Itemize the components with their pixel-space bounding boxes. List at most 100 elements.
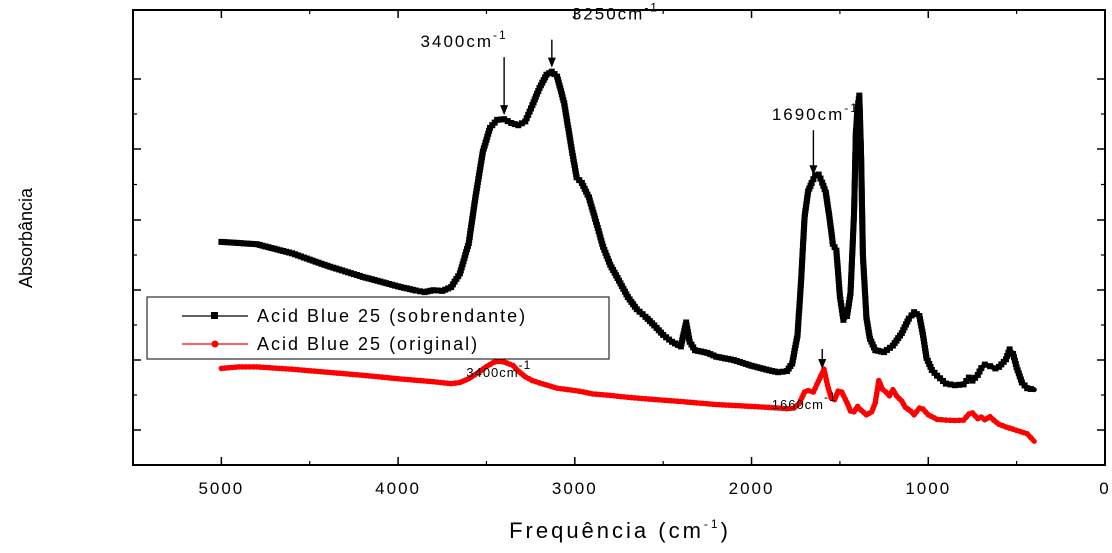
series-marker [789, 360, 796, 367]
series-marker [844, 313, 850, 319]
series-marker [1027, 386, 1034, 392]
series-marker [1014, 367, 1021, 374]
series-marker [504, 118, 511, 125]
series-marker [861, 277, 868, 284]
series-marker [793, 338, 800, 345]
x-tick-label: 5000 [198, 479, 244, 498]
series-marker [857, 132, 864, 139]
series-marker [798, 275, 805, 282]
series-marker [858, 178, 865, 185]
series-marker [490, 359, 497, 366]
series-marker [593, 218, 599, 225]
series-marker [860, 267, 867, 274]
series-marker [775, 405, 781, 411]
series-marker [859, 221, 866, 228]
series-marker [801, 220, 808, 227]
series-markers [218, 68, 1034, 441]
series-marker [857, 116, 864, 123]
series-marker [564, 122, 571, 128]
series-marker [528, 105, 534, 112]
series-marker [1005, 349, 1012, 356]
series-marker [799, 257, 806, 264]
series-marker [947, 417, 954, 424]
series-marker [477, 163, 484, 170]
series-marker [803, 198, 810, 204]
series-marker [859, 209, 866, 215]
x-axis-label: Frequência (cm-1) [509, 517, 731, 543]
series-marker [918, 325, 925, 332]
series-marker [858, 159, 865, 166]
series-marker [860, 261, 867, 268]
series-marker [861, 286, 868, 293]
series-marker [951, 382, 958, 389]
series-marker [856, 110, 863, 117]
series-marker [862, 305, 869, 312]
series-marker [862, 295, 869, 302]
series-marker [796, 307, 803, 314]
series-marker [851, 179, 858, 186]
series-marker [846, 300, 852, 306]
series-marker [566, 131, 573, 138]
series-marker [683, 319, 690, 326]
series-marker [845, 306, 851, 313]
series-marker [795, 313, 802, 320]
series-marker [799, 254, 806, 261]
series-marker [859, 218, 866, 225]
series-marker [796, 300, 803, 307]
series-marker [916, 313, 923, 319]
series-marker [852, 139, 859, 146]
series-marker [563, 115, 570, 122]
series-marker [851, 170, 858, 177]
series-marker [779, 405, 786, 412]
series-marker [943, 417, 949, 423]
x-tick-label: 2000 [729, 479, 775, 498]
series-marker [858, 162, 865, 169]
series-marker [463, 249, 470, 256]
series-marker [791, 351, 797, 358]
series-marker [987, 413, 993, 420]
series-marker [597, 234, 604, 241]
series-marker [938, 416, 945, 423]
series-marker [852, 152, 859, 159]
series-marker [515, 122, 522, 129]
series-marker [1024, 385, 1031, 392]
series-marker [952, 417, 958, 424]
series-marker [858, 184, 865, 191]
series-marker [852, 142, 859, 149]
series-marker [598, 237, 605, 244]
series-marker [460, 258, 467, 265]
series-marker [476, 166, 483, 173]
series-marker [563, 112, 570, 119]
series-marker [942, 380, 949, 387]
series-marker [795, 310, 802, 317]
series-marker [511, 121, 518, 128]
series-marker [956, 417, 962, 424]
series-marker [847, 290, 854, 297]
series-marker [798, 278, 804, 285]
series-marker [1016, 373, 1023, 380]
series-marker [859, 252, 866, 259]
series-marker [848, 274, 855, 281]
series-marker [857, 126, 864, 132]
annotation-arrow-head [809, 165, 818, 176]
series-marker [852, 155, 859, 162]
series-marker [800, 232, 807, 239]
series-marker [565, 125, 572, 132]
series-marker [827, 219, 834, 226]
series-marker [852, 149, 859, 155]
series-marker [834, 262, 841, 269]
series-marker [859, 202, 865, 209]
series-marker [568, 146, 575, 153]
series-marker [805, 387, 811, 394]
series-marker [501, 116, 508, 123]
series-marker [497, 116, 504, 123]
series-marker [829, 240, 836, 247]
series-marker [466, 234, 473, 240]
series-marker [686, 335, 693, 342]
series-marker [858, 181, 865, 188]
series-marker [859, 205, 866, 212]
series-marker [864, 323, 871, 330]
series-marker [974, 371, 981, 378]
series-marker [847, 284, 854, 291]
